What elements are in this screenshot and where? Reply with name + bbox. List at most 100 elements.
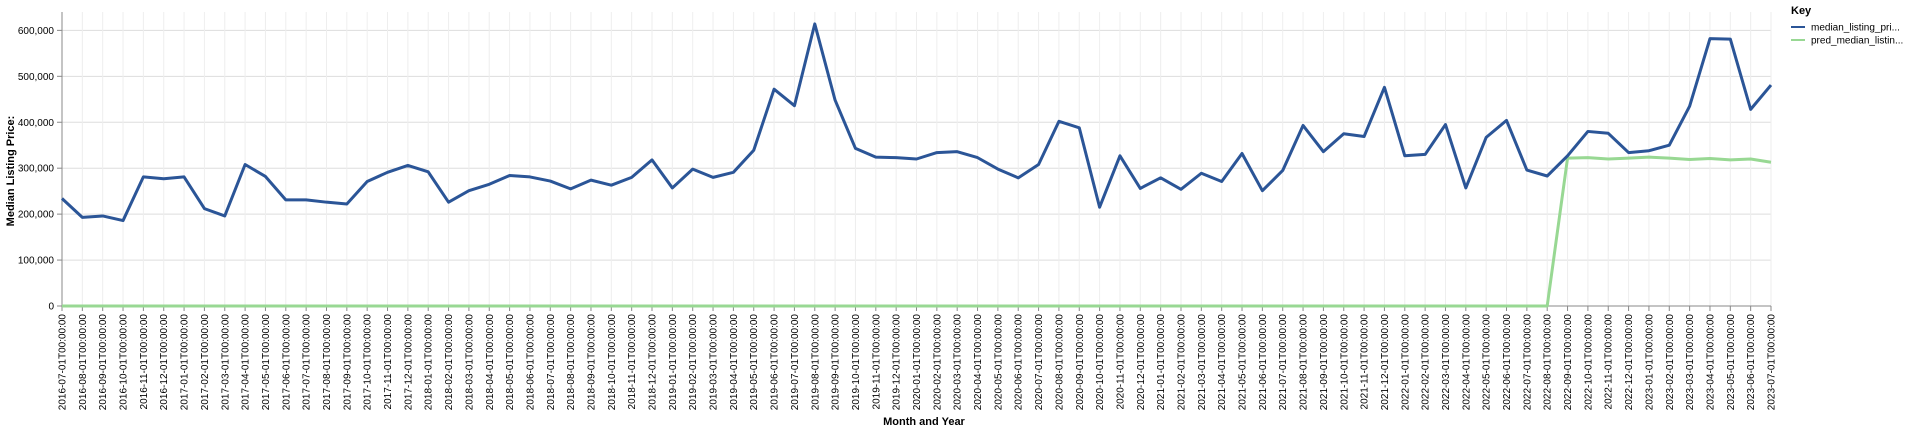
x-tick-label: 2016-10-01T00:00:00 — [119, 314, 130, 411]
x-tick-label: 2021-07-01T00:00:00 — [1278, 314, 1289, 411]
y-axis-title: Median Listing Price: — [5, 116, 17, 227]
x-tick-label: 2020-05-01T00:00:00 — [993, 314, 1004, 411]
x-tick-label: 2016-08-01T00:00:00 — [78, 314, 89, 411]
x-tick-label: 2020-01-01T00:00:00 — [912, 314, 923, 411]
y-tick-label: 600,000 — [18, 26, 55, 37]
x-tick-label: 2018-06-01T00:00:00 — [525, 314, 536, 411]
x-tick-label: 2018-09-01T00:00:00 — [586, 314, 597, 411]
x-tick-label: 2018-12-01T00:00:00 — [648, 314, 659, 411]
x-tick-label: 2017-02-01T00:00:00 — [200, 314, 211, 411]
x-tick-label: 2022-02-01T00:00:00 — [1421, 314, 1432, 411]
x-tick-label: 2020-09-01T00:00:00 — [1075, 314, 1086, 411]
x-tick-label: 2017-06-01T00:00:00 — [281, 314, 292, 411]
x-tick-label: 2022-03-01T00:00:00 — [1441, 314, 1452, 411]
legend-label: median_listing_pri... — [1811, 23, 1900, 34]
x-tick-label: 2016-11-01T00:00:00 — [139, 314, 150, 410]
x-tick-label: 2019-02-01T00:00:00 — [688, 314, 699, 411]
x-tick-label: 2017-01-01T00:00:00 — [180, 314, 191, 411]
x-tick-label: 2022-06-01T00:00:00 — [1502, 314, 1513, 411]
x-tick-label: 2016-12-01T00:00:00 — [159, 314, 170, 411]
x-tick-label: 2023-03-01T00:00:00 — [1685, 314, 1696, 411]
x-tick-label: 2022-09-01T00:00:00 — [1563, 314, 1574, 411]
x-tick-label: 2019-03-01T00:00:00 — [709, 314, 720, 411]
x-tick-label: 2022-11-01T00:00:00 — [1604, 314, 1615, 410]
series-lines — [60, 22, 1773, 308]
x-tick-label: 2019-12-01T00:00:00 — [892, 314, 903, 411]
x-tick-label: 2018-04-01T00:00:00 — [485, 314, 496, 411]
x-tick-label: 2019-05-01T00:00:00 — [749, 314, 760, 411]
x-tick-label: 2020-10-01T00:00:00 — [1095, 314, 1106, 411]
x-tick-label: 2019-11-01T00:00:00 — [871, 314, 882, 410]
x-tick-label: 2019-08-01T00:00:00 — [810, 314, 821, 411]
x-tick-label: 2021-02-01T00:00:00 — [1176, 314, 1187, 411]
x-tick-label: 2017-08-01T00:00:00 — [322, 314, 333, 411]
x-tick-label: 2022-08-01T00:00:00 — [1543, 314, 1554, 411]
x-tick-label: 2017-10-01T00:00:00 — [363, 314, 374, 411]
x-tick-label: 2020-07-01T00:00:00 — [1034, 314, 1045, 411]
x-tick-label: 2023-05-01T00:00:00 — [1726, 314, 1737, 411]
x-tick-label: 2019-09-01T00:00:00 — [831, 314, 842, 411]
x-tick-label: 2023-07-01T00:00:00 — [1767, 314, 1778, 411]
x-tick-label: 2016-07-01T00:00:00 — [58, 314, 69, 411]
y-tick-label: 300,000 — [18, 164, 55, 175]
x-tick-label: 2022-05-01T00:00:00 — [1482, 314, 1493, 411]
x-tick-label: 2023-06-01T00:00:00 — [1746, 314, 1757, 411]
x-tick-label: 2021-06-01T00:00:00 — [1258, 314, 1269, 411]
x-tick-label: 2021-01-01T00:00:00 — [1156, 314, 1167, 411]
x-tick-label: 2016-09-01T00:00:00 — [98, 314, 109, 411]
x-tick-label: 2022-07-01T00:00:00 — [1522, 314, 1533, 411]
x-tick-label: 2023-01-01T00:00:00 — [1644, 314, 1655, 411]
x-tick-label: 2022-04-01T00:00:00 — [1461, 314, 1472, 411]
x-tick-label: 2020-12-01T00:00:00 — [1136, 314, 1147, 411]
x-tick-label: 2023-04-01T00:00:00 — [1705, 314, 1716, 411]
x-tick-label: 2021-09-01T00:00:00 — [1319, 314, 1330, 411]
x-tick-label: 2022-12-01T00:00:00 — [1624, 314, 1635, 411]
x-tick-label: 2023-02-01T00:00:00 — [1665, 314, 1676, 411]
x-tick-label: 2021-11-01T00:00:00 — [1360, 314, 1371, 410]
legend-entry: median_listing_pri... — [1791, 23, 1900, 34]
x-tick-label: 2021-05-01T00:00:00 — [1238, 314, 1249, 411]
legend-entry: pred_median_listin... — [1791, 36, 1903, 47]
x-tick-label: 2020-03-01T00:00:00 — [953, 314, 964, 411]
x-tick-label: 2020-06-01T00:00:00 — [1014, 314, 1025, 411]
series-line-1 — [62, 155, 1772, 308]
x-tick-label: 2018-03-01T00:00:00 — [464, 314, 475, 411]
x-tick-label: 2021-04-01T00:00:00 — [1217, 314, 1228, 411]
x-tick-label: 2019-07-01T00:00:00 — [790, 314, 801, 411]
x-tick-label: 2019-06-01T00:00:00 — [770, 314, 781, 411]
x-tick-label: 2017-12-01T00:00:00 — [403, 314, 414, 411]
x-tick-label: 2020-08-01T00:00:00 — [1054, 314, 1065, 411]
x-tick-label: 2018-01-01T00:00:00 — [424, 314, 435, 411]
legend-label: pred_median_listin... — [1811, 36, 1903, 47]
x-tick-label: 2019-10-01T00:00:00 — [851, 314, 862, 411]
series-line-0 — [60, 22, 1773, 223]
x-tick-label: 2018-11-01T00:00:00 — [627, 314, 638, 410]
x-tick-label: 2019-01-01T00:00:00 — [668, 314, 679, 411]
x-axis: 2016-07-01T00:00:00 2016-08-01T00:00:00 20… — [58, 305, 1778, 411]
x-tick-label: 2017-05-01T00:00:00 — [261, 314, 272, 411]
x-tick-label: 2017-09-01T00:00:00 — [342, 314, 353, 411]
x-tick-label: 2022-01-01T00:00:00 — [1400, 314, 1411, 411]
x-axis-title: Month and Year — [883, 416, 965, 428]
x-tick-label: 2017-03-01T00:00:00 — [220, 314, 231, 411]
x-tick-label: 2017-07-01T00:00:00 — [302, 314, 313, 411]
y-tick-label: 200,000 — [18, 210, 55, 221]
x-tick-label: 2020-02-01T00:00:00 — [932, 314, 943, 411]
y-tick-label: 0 — [48, 302, 54, 313]
x-tick-label: 2020-04-01T00:00:00 — [973, 314, 984, 411]
x-tick-label: 2018-10-01T00:00:00 — [607, 314, 618, 411]
x-tick-label: 2021-08-01T00:00:00 — [1299, 314, 1310, 411]
legend: Key median_listing_pri... pred_median_lis… — [1791, 5, 1903, 47]
x-tick-label: 2020-11-01T00:00:00 — [1115, 314, 1126, 410]
y-axis: 0 100,000 200,000 300,000 400,000 500,000 600,… — [18, 12, 63, 313]
x-tick-label: 2017-04-01T00:00:00 — [241, 314, 252, 411]
legend-title: Key — [1791, 5, 1812, 17]
x-tick-label: 2017-11-01T00:00:00 — [383, 314, 394, 410]
x-tick-label: 2019-04-01T00:00:00 — [729, 314, 740, 411]
y-tick-label: 100,000 — [18, 256, 55, 267]
x-tick-label: 2018-07-01T00:00:00 — [546, 314, 557, 411]
y-tick-label: 400,000 — [18, 118, 55, 129]
x-tick-label: 2021-12-01T00:00:00 — [1380, 314, 1391, 411]
x-tick-label: 2021-10-01T00:00:00 — [1339, 314, 1350, 411]
